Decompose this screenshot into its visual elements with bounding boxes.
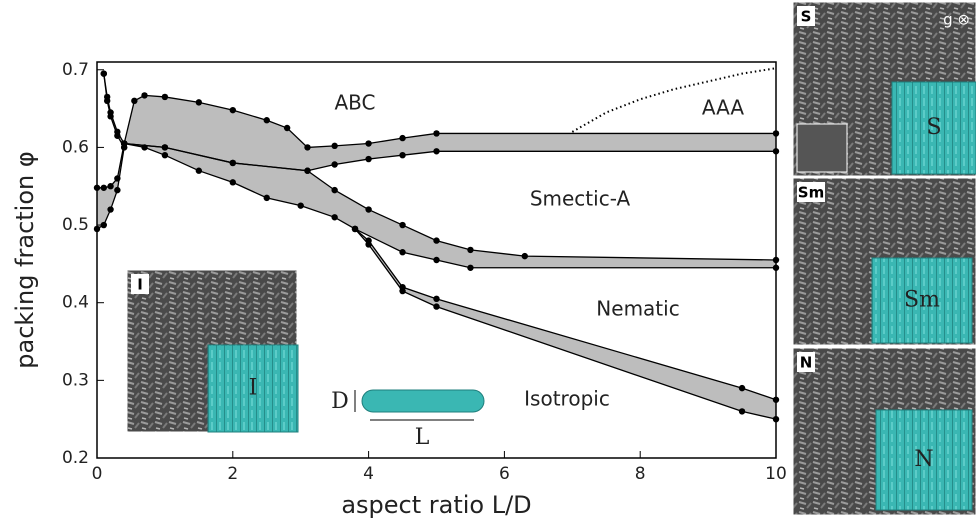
snapshot-tag: S <box>801 8 812 26</box>
data-point <box>196 99 202 105</box>
x-axis-title: aspect ratio L/D <box>341 491 531 519</box>
data-point <box>433 257 439 263</box>
data-point <box>467 247 473 253</box>
data-point <box>114 133 120 139</box>
data-point <box>399 135 405 141</box>
data-point <box>399 152 405 158</box>
snapshot-tag: N <box>800 354 813 372</box>
data-point <box>114 187 120 193</box>
rod-length: L <box>415 425 430 450</box>
data-point <box>433 130 439 136</box>
data-point <box>264 195 270 201</box>
data-point <box>467 265 473 271</box>
data-point <box>284 125 290 131</box>
snapshot-label: S <box>926 115 941 140</box>
data-point <box>331 214 337 220</box>
snapshot-label: Sm <box>904 288 940 313</box>
data-point <box>107 206 113 212</box>
y-tick-label: 0.4 <box>62 293 89 313</box>
data-point <box>331 143 337 149</box>
data-point <box>399 249 405 255</box>
data-point <box>230 179 236 185</box>
data-point <box>101 70 107 76</box>
snapshot-label: I <box>249 376 258 401</box>
data-point <box>739 385 745 391</box>
fft-inset <box>797 124 847 172</box>
region-label: Isotropic <box>524 387 610 411</box>
data-point <box>107 183 113 189</box>
snapshot-label: N <box>914 447 933 472</box>
y-axis-title: packing fraction φ <box>11 151 39 368</box>
data-point <box>365 206 371 212</box>
data-point <box>298 202 304 208</box>
data-point <box>352 226 358 232</box>
phase-boundary <box>97 144 124 188</box>
phase-band <box>104 74 124 148</box>
x-tick-label: 6 <box>499 464 510 484</box>
phase-band <box>124 144 776 268</box>
y-tick-label: 0.3 <box>62 370 89 390</box>
data-point <box>121 140 127 146</box>
snapshot-tag: Sm <box>798 184 824 202</box>
data-point <box>141 92 147 98</box>
data-point <box>433 303 439 309</box>
x-tick-label: 4 <box>363 464 374 484</box>
data-point <box>399 288 405 294</box>
data-point <box>162 94 168 100</box>
data-point <box>331 161 337 167</box>
data-point <box>433 296 439 302</box>
data-point <box>264 117 270 123</box>
rod-diameter: D <box>331 389 349 414</box>
snapshot-tag: I <box>137 276 143 294</box>
y-tick-label: 0.2 <box>62 448 89 468</box>
data-point <box>107 113 113 119</box>
data-point <box>196 168 202 174</box>
phase-boundary <box>104 74 124 148</box>
figure: 0 2 4 6 8 10 0.2 0.3 0.4 0.5 0.6 0.7 aspect ratio L/… <box>0 0 976 521</box>
gravity-note: g ⊗ <box>943 11 970 29</box>
dotted-boundary <box>572 68 776 132</box>
x-tick-label: 0 <box>92 464 103 484</box>
data-point <box>101 185 107 191</box>
region-label: Nematic <box>596 297 679 321</box>
data-point <box>365 241 371 247</box>
data-point <box>739 408 745 414</box>
x-tick-label: 8 <box>635 464 646 484</box>
data-point <box>433 237 439 243</box>
y-tick-label: 0.7 <box>62 60 89 80</box>
phase-boundary <box>104 74 124 144</box>
data-point <box>230 107 236 113</box>
data-point <box>162 144 168 150</box>
data-point <box>433 148 439 154</box>
data-point <box>365 140 371 146</box>
data-point <box>141 144 147 150</box>
data-point <box>162 152 168 158</box>
region-label: ABC <box>334 91 375 115</box>
region-label: AAA <box>702 96 744 120</box>
data-point <box>304 144 310 150</box>
data-point <box>522 253 528 259</box>
x-tick-label: 10 <box>765 464 787 484</box>
x-tick-label: 2 <box>227 464 238 484</box>
y-tick-label: 0.6 <box>62 137 89 157</box>
data-point <box>230 160 236 166</box>
data-point <box>331 187 337 193</box>
phase-boundary <box>124 144 776 260</box>
data-point <box>104 98 110 104</box>
data-point <box>365 156 371 162</box>
data-point <box>304 168 310 174</box>
data-point <box>399 222 405 228</box>
y-tick-label: 0.5 <box>62 215 89 235</box>
rod <box>362 390 484 412</box>
data-point <box>131 98 137 104</box>
region-label: Smectic-A <box>530 187 631 211</box>
